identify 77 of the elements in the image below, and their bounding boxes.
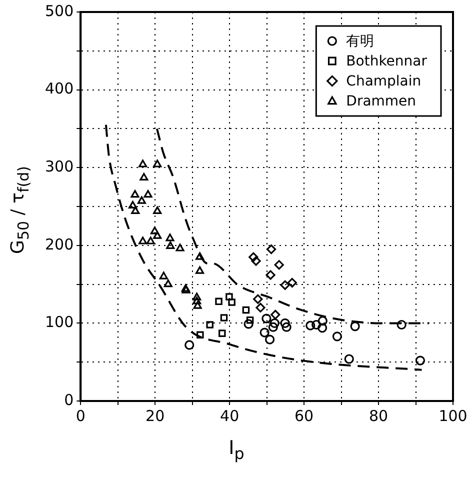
- point: [146, 236, 155, 244]
- point: [192, 296, 202, 304]
- legend-label: 有明: [346, 34, 374, 50]
- point: [128, 200, 138, 209]
- point: [192, 292, 202, 300]
- point: [220, 314, 228, 322]
- x-tick-label: 20: [146, 406, 165, 425]
- legend-label: Drammen: [346, 94, 416, 110]
- point: [244, 319, 254, 329]
- point: [248, 252, 258, 262]
- point: [215, 298, 222, 306]
- point: [306, 320, 316, 330]
- point: [253, 294, 263, 304]
- point: [150, 226, 159, 234]
- x-axis-title: I$_{p}$: [228, 437, 246, 463]
- y-tick-label: 400: [44, 80, 74, 98]
- y-tick-label: 500: [44, 2, 74, 20]
- point: [318, 316, 328, 326]
- point: [153, 206, 162, 214]
- point: [344, 354, 354, 364]
- point: [282, 322, 292, 332]
- point: [153, 160, 162, 168]
- x-tick-label: 100: [438, 406, 468, 425]
- point: [268, 322, 278, 332]
- point: [138, 236, 148, 244]
- point: [270, 318, 280, 328]
- point: [318, 323, 328, 333]
- point: [226, 293, 233, 300]
- point: [131, 206, 140, 214]
- point: [332, 332, 342, 342]
- point: [266, 244, 276, 254]
- legend-label: Bothkennar: [346, 54, 428, 70]
- point: [166, 241, 175, 249]
- point: [153, 231, 162, 239]
- point: [164, 280, 172, 288]
- point: [270, 310, 280, 320]
- point: [140, 172, 148, 181]
- point: [184, 340, 194, 350]
- point: [350, 322, 360, 332]
- y-tick-label: 0: [64, 390, 74, 409]
- point: [206, 321, 214, 328]
- point: [280, 318, 290, 328]
- point: [242, 306, 250, 314]
- point: [196, 331, 204, 338]
- point: [256, 302, 266, 312]
- point: [196, 266, 204, 274]
- point: [218, 330, 226, 337]
- point: [396, 320, 406, 330]
- x-tick-label: 80: [368, 406, 388, 425]
- point: [274, 260, 284, 270]
- point: [264, 334, 275, 344]
- y-tick-label: 300: [44, 157, 74, 176]
- point: [137, 196, 146, 204]
- point: [260, 328, 270, 338]
- point: [138, 160, 148, 168]
- point: [312, 320, 322, 330]
- point: [246, 316, 254, 324]
- x-tick-label: 40: [220, 406, 240, 425]
- point: [130, 190, 140, 198]
- point: [176, 244, 184, 252]
- legend-label: Champlain: [346, 74, 422, 90]
- point: [251, 256, 261, 266]
- point: [228, 298, 236, 306]
- point: [166, 234, 174, 242]
- point: [144, 190, 152, 198]
- point: [193, 301, 202, 309]
- point: [262, 314, 272, 324]
- point: [196, 252, 204, 260]
- y-tick-label: 200: [44, 235, 74, 254]
- point: [159, 272, 168, 280]
- point: [287, 278, 297, 288]
- y-tick-label: 100: [44, 313, 74, 332]
- point: [280, 280, 290, 290]
- x-tick-label: 0: [76, 406, 86, 425]
- point: [266, 270, 276, 280]
- point: [415, 356, 426, 366]
- x-tick-label: 60: [294, 406, 314, 425]
